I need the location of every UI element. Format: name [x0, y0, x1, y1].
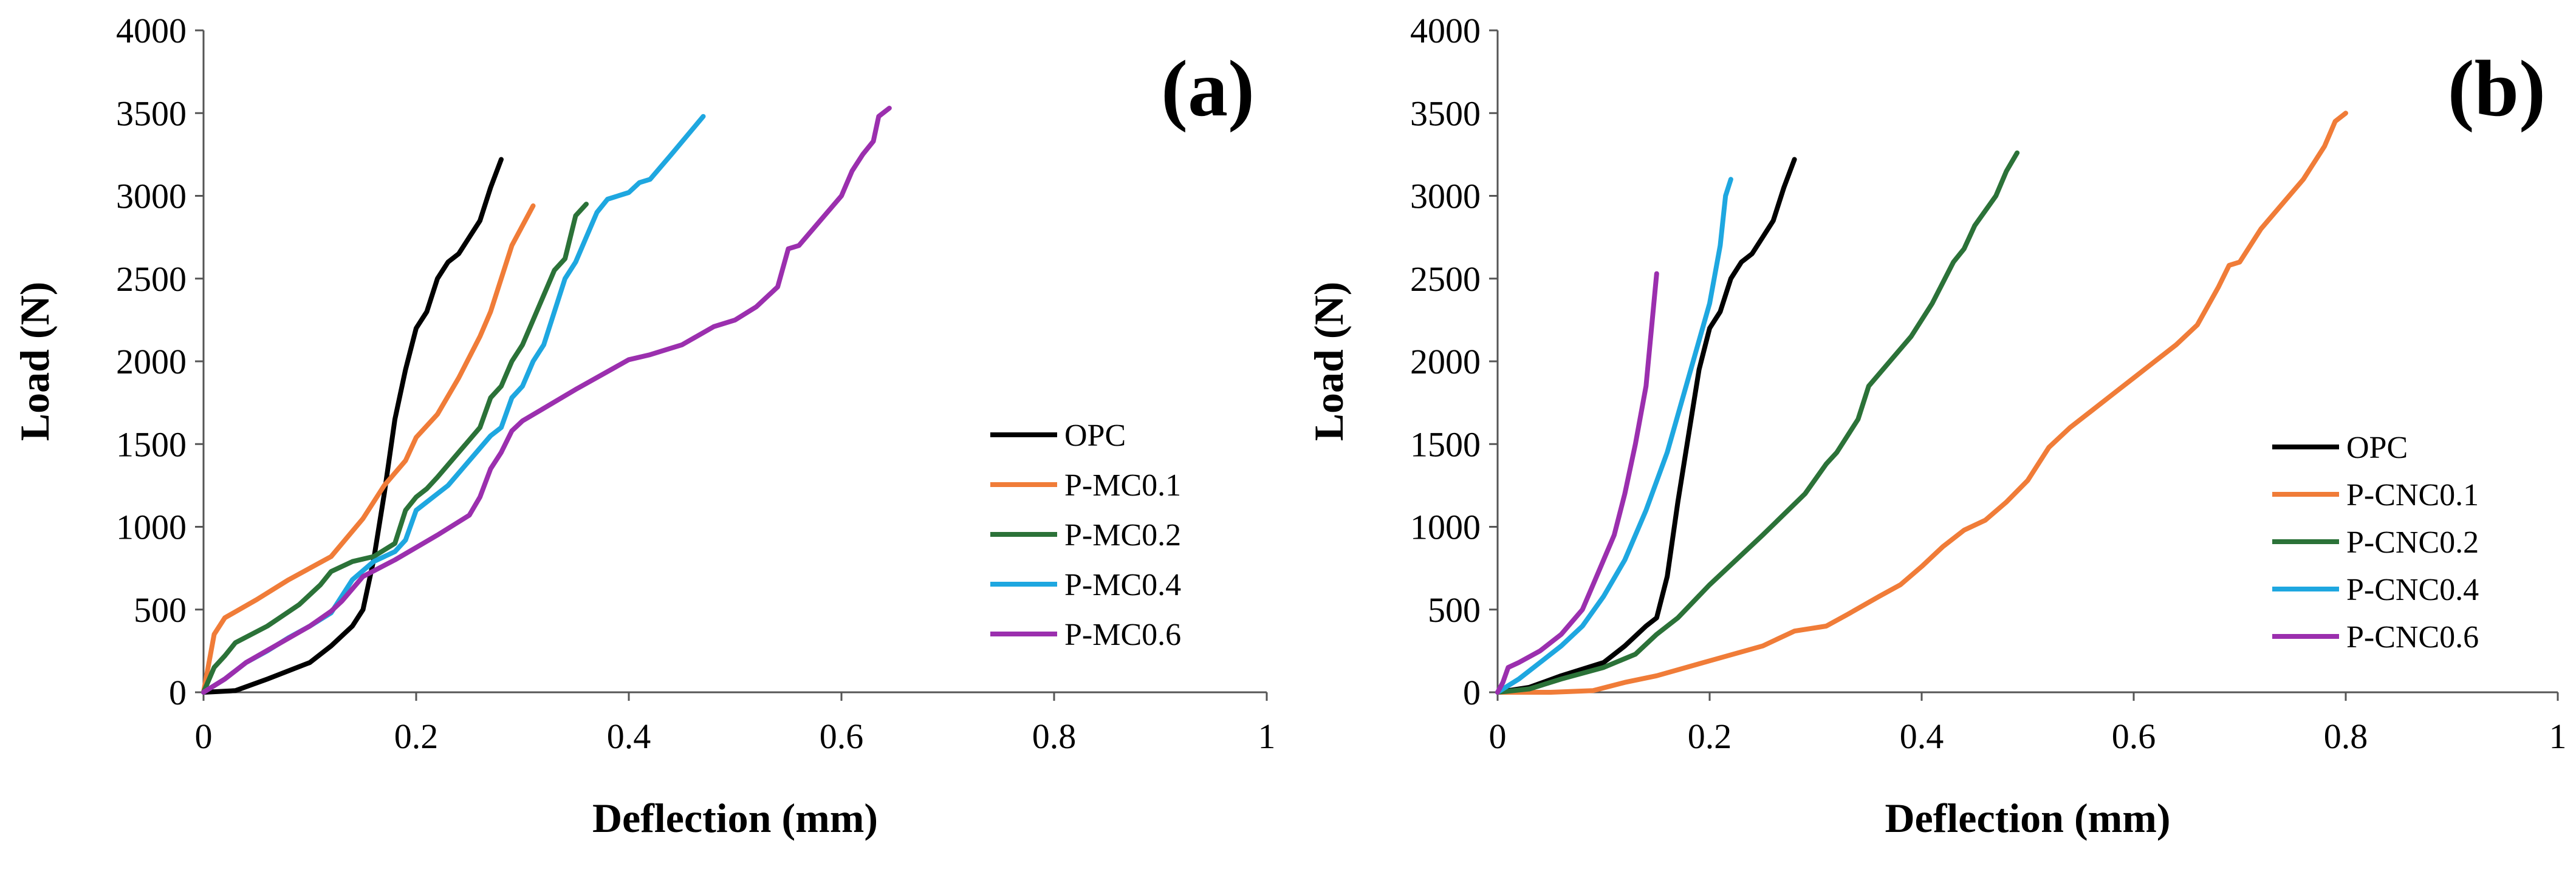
y-tick-label: 3500: [116, 94, 187, 133]
y-tick-label: 3500: [1410, 94, 1481, 133]
y-tick-label: 500: [1428, 590, 1481, 630]
x-tick-label: 0.4: [1900, 717, 1944, 756]
x-tick-label: 0.4: [607, 717, 651, 756]
chart-panel-b: 0 500 1000 1500 2000 2500 3000 3500 4000 0 0.2 0.4 0…: [1306, 11, 2567, 841]
legend: OPC P-CNC0.1 P-CNC0.2 P-CNC0.4 P-CNC0.6: [2272, 431, 2479, 655]
series-line-opc: [201, 157, 504, 695]
y-tick-label: 1500: [116, 424, 187, 464]
x-tick-label: 0: [195, 717, 213, 756]
series-line-opc: [1495, 157, 1797, 695]
legend: OPC P-MC0.1 P-MC0.2 P-MC0.4 P-MC0.6: [990, 418, 1181, 652]
legend-label: P-CNC0.2: [2346, 525, 2479, 560]
legend-label: OPC: [2346, 431, 2408, 465]
x-axis-title: Deflection (mm): [1885, 795, 2170, 841]
y-tick-label: 3000: [1410, 177, 1481, 216]
y-tick-label: 1000: [116, 508, 187, 547]
y-tick-label: 3000: [116, 177, 187, 216]
x-tick-label: 0: [1489, 717, 1507, 756]
legend-label: OPC: [1064, 418, 1126, 453]
y-tick-label: 0: [1463, 673, 1481, 712]
series-line-p-mc0.6: [201, 106, 892, 695]
y-tick-label: 2000: [116, 342, 187, 381]
series-line-p-cnc0.4: [1495, 177, 1733, 695]
series-line-p-cnc0.6: [1495, 271, 1659, 695]
legend-label: P-MC0.1: [1064, 468, 1181, 503]
x-tick-label: 0.2: [1688, 717, 1732, 756]
legend-label: P-MC0.6: [1064, 618, 1181, 652]
x-tick-label: 0.6: [820, 717, 864, 756]
legend-label: P-CNC0.4: [2346, 573, 2479, 607]
series-line-p-mc0.1: [201, 203, 536, 695]
y-tick-label: 500: [134, 590, 187, 630]
x-tick-label: 1: [2549, 717, 2567, 756]
series-line-p-mc0.2: [201, 202, 589, 695]
x-tick-label: 1: [1258, 717, 1276, 756]
x-tick-label: 0.2: [394, 717, 439, 756]
y-tick-label: 1000: [1410, 508, 1481, 547]
y-tick-label: 2000: [1410, 342, 1481, 381]
series-line-p-cnc0.2: [1495, 150, 2020, 695]
legend-label: P-CNC0.1: [2346, 478, 2479, 513]
x-tick-label: 0.8: [2324, 717, 2368, 756]
y-tick-label: 1500: [1410, 424, 1481, 464]
legend-label: P-MC0.2: [1064, 518, 1181, 553]
chart-panel-a: 0 500 1000 1500 2000 2500 3000 3500 4000 0 0.2 0.4 0…: [12, 11, 1276, 841]
x-axis-title: Deflection (mm): [592, 795, 878, 841]
x-tick-label: 0.8: [1032, 717, 1077, 756]
y-tick-label: 4000: [116, 11, 187, 50]
legend-label: P-MC0.4: [1064, 568, 1181, 602]
y-tick-label: 2500: [1410, 259, 1481, 299]
legend-label: P-CNC0.6: [2346, 620, 2479, 655]
series-line-p-cnc0.1: [1495, 111, 2348, 695]
panel-label: (b): [2448, 44, 2546, 133]
y-tick-label: 0: [169, 673, 187, 712]
y-tick-label: 2500: [116, 259, 187, 299]
panel-label: (a): [1161, 44, 1255, 133]
x-tick-label: 0.6: [2112, 717, 2156, 756]
y-axis-title: Load (N): [12, 282, 58, 441]
y-axis-title: Load (N): [1306, 282, 1352, 441]
y-tick-label: 4000: [1410, 11, 1481, 50]
